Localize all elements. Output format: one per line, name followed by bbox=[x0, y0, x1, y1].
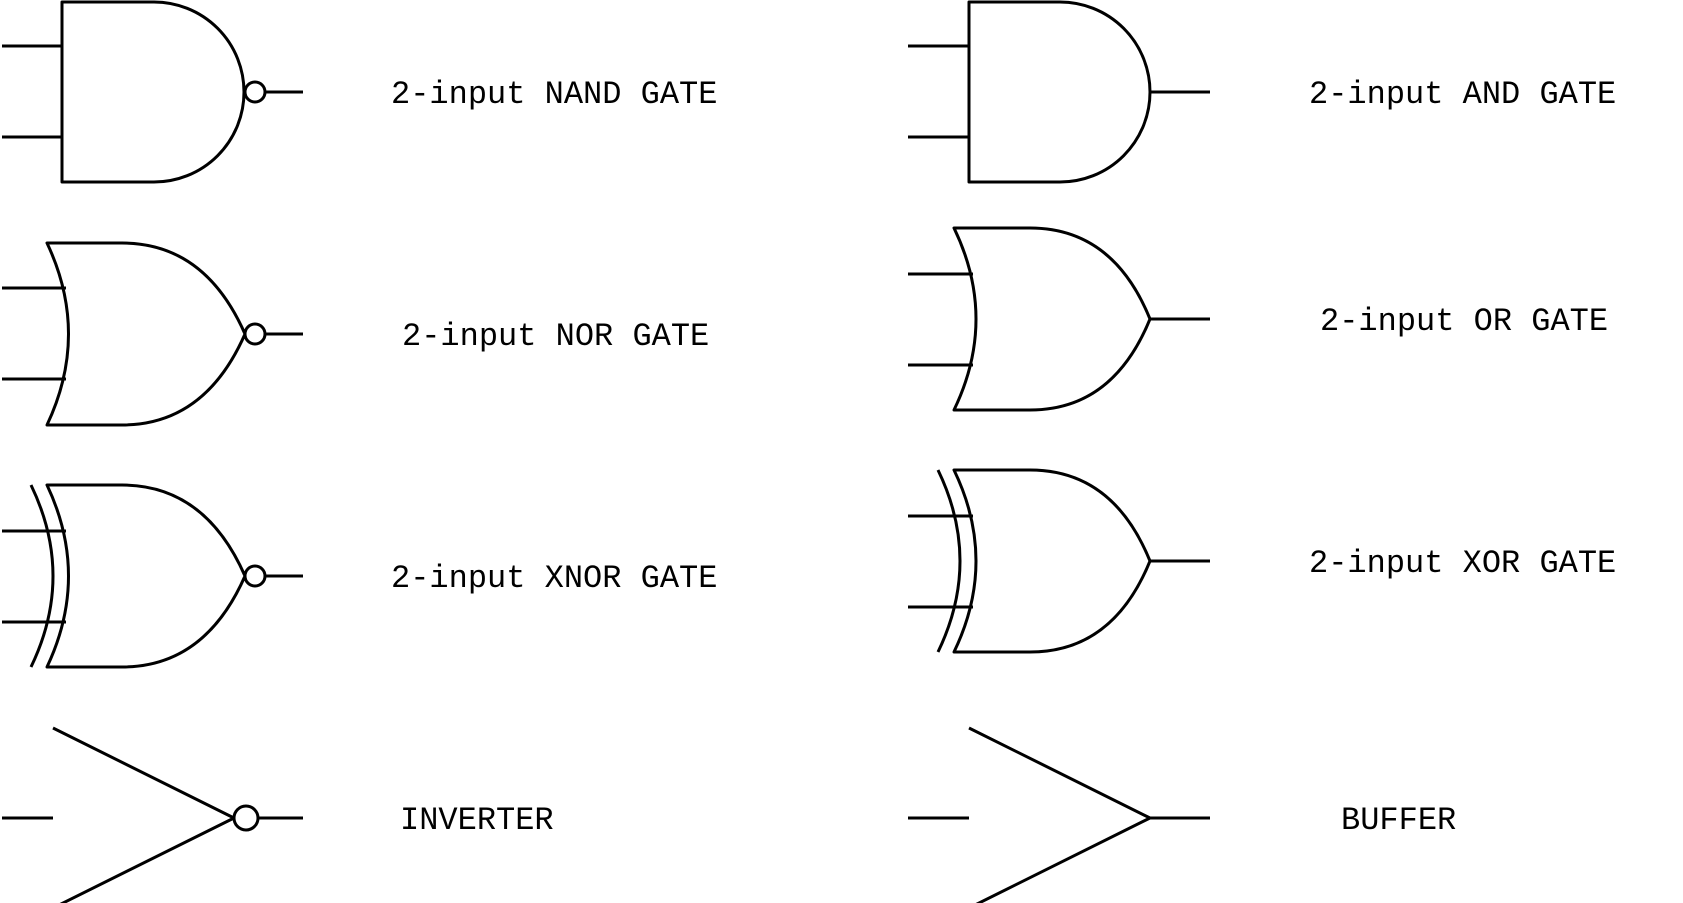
and-gate-body bbox=[967, 0, 1152, 184]
or-gate-symbol bbox=[908, 226, 1210, 412]
nor-negation-bubble bbox=[243, 322, 267, 346]
xnor-negation-bubble bbox=[243, 564, 267, 588]
inverter-symbol bbox=[2, 726, 303, 903]
nand-gate-symbol bbox=[2, 0, 303, 184]
nor-gate-label: 2-input NOR GATE bbox=[402, 318, 709, 355]
or-gate-label: 2-input OR GATE bbox=[1320, 303, 1608, 340]
buffer-label: BUFFER bbox=[1341, 802, 1456, 839]
buffer-triangle bbox=[968, 726, 1152, 903]
nor-gate-body bbox=[45, 241, 247, 427]
nand-gate-body bbox=[60, 0, 246, 184]
or-gate-body bbox=[952, 226, 1152, 412]
buffer-symbol bbox=[908, 726, 1210, 903]
and-gate-label: 2-input AND GATE bbox=[1309, 76, 1616, 113]
xnor-exclusive-arc bbox=[29, 484, 55, 668]
xor-gate-symbol bbox=[908, 468, 1210, 654]
xnor-gate-label: 2-input XNOR GATE bbox=[391, 560, 717, 597]
inverter-label: INVERTER bbox=[400, 802, 554, 839]
inverter-triangle bbox=[52, 726, 236, 903]
xnor-gate-body bbox=[45, 483, 247, 669]
xnor-gate-symbol bbox=[2, 483, 303, 669]
xor-exclusive-arc bbox=[936, 469, 962, 653]
xor-gate-body bbox=[952, 468, 1152, 654]
xor-gate-label: 2-input XOR GATE bbox=[1309, 545, 1616, 582]
inverter-negation-bubble bbox=[232, 804, 260, 832]
and-gate-symbol bbox=[908, 0, 1210, 184]
nand-gate-label: 2-input NAND GATE bbox=[391, 76, 717, 113]
nand-negation-bubble bbox=[243, 80, 267, 104]
nor-gate-symbol bbox=[2, 241, 303, 427]
